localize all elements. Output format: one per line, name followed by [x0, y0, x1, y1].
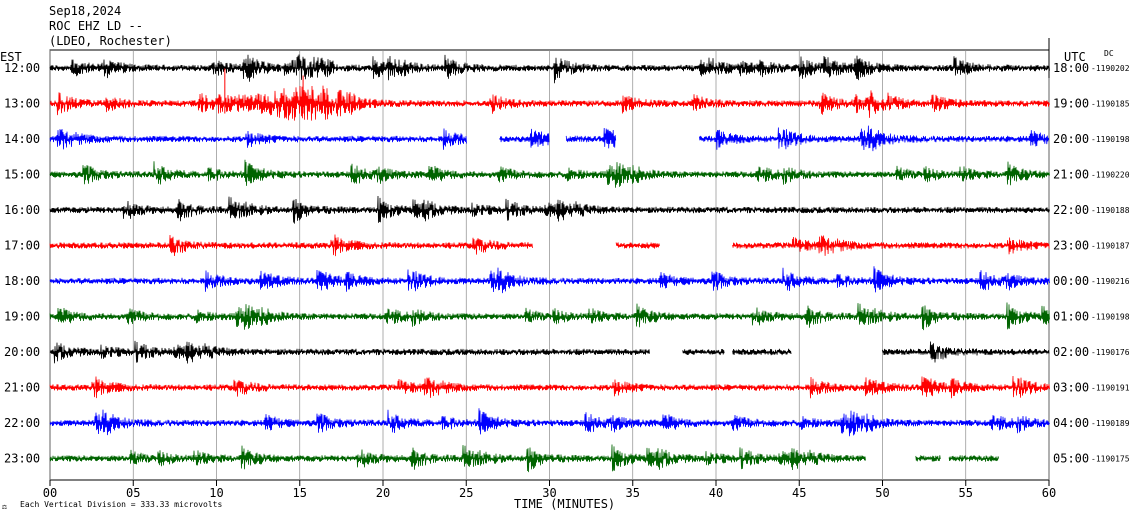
x-tick-label: 60	[1042, 486, 1056, 500]
trace-segment	[732, 348, 792, 356]
trace-segment	[565, 127, 617, 149]
station-label: ROC EHZ LD --	[49, 19, 143, 33]
x-tick-label: 20	[376, 486, 390, 500]
x-tick-label: 00	[43, 486, 57, 500]
x-tick-label: 35	[626, 486, 640, 500]
dc-label: DC	[1104, 49, 1114, 58]
trace-segment	[915, 455, 941, 462]
est-hour-label: 13:00	[4, 97, 40, 111]
trace-segment	[732, 235, 1050, 256]
trace-segment	[948, 455, 999, 462]
trace-segment	[49, 195, 1050, 224]
est-hour-label: 12:00	[4, 61, 40, 75]
trace-segment	[49, 266, 1050, 294]
x-axis-label: TIME (MINUTES)	[514, 497, 615, 511]
trace-segment	[882, 341, 1050, 363]
trace-segment	[49, 54, 1050, 84]
est-hour-label: 16:00	[4, 203, 40, 217]
x-tick-label: 05	[126, 486, 140, 500]
utc-hour-label: 04:00	[1053, 416, 1089, 430]
dc-offset-label: -1190216	[1091, 277, 1130, 286]
est-hour-label: 17:00	[4, 239, 40, 253]
utc-hour-label: 05:00	[1053, 452, 1089, 466]
x-tick-label: 30	[542, 486, 556, 500]
trace-segment	[49, 375, 1050, 399]
utc-hour-label: 21:00	[1053, 168, 1089, 182]
utc-hour-label: 19:00	[1053, 97, 1089, 111]
est-hour-label: 22:00	[4, 416, 40, 430]
dc-offset-label: -1190202	[1091, 64, 1130, 73]
x-tick-label: 25	[459, 486, 473, 500]
trace-segment	[49, 302, 1050, 331]
x-tick-label: 10	[209, 486, 223, 500]
x-tick-label: 40	[709, 486, 723, 500]
est-hour-label: 15:00	[4, 168, 40, 182]
trace-segment	[49, 340, 650, 364]
trace-segment	[49, 444, 866, 473]
utc-hour-label: 02:00	[1053, 345, 1089, 359]
dc-offset-label: -1190189	[1091, 419, 1130, 428]
date-label: Sep18,2024	[49, 4, 121, 18]
utc-hour-label: 03:00	[1053, 381, 1089, 395]
trace-segment	[499, 128, 550, 148]
trace-segment	[699, 125, 1050, 152]
trace-segment	[682, 348, 725, 356]
est-hour-label: 20:00	[4, 345, 40, 359]
x-axis-ticks: 00 05 10 15 20 25 30 35 40 45 50 55 60	[43, 480, 1056, 500]
est-hour-label: 21:00	[4, 381, 40, 395]
dc-offset-label: -1190198	[1091, 135, 1130, 144]
x-tick-label: 55	[959, 486, 973, 500]
scale-note: Each Vertical Division = 333.33 microvol…	[20, 500, 222, 509]
est-hour-labels: 12:00 13:00 14:00 15:00 16:00 17:00 18:00 19:00…	[4, 61, 40, 466]
est-hour-label: 19:00	[4, 310, 40, 324]
dc-offset-label: -1190191	[1091, 384, 1130, 393]
trace-segment	[49, 408, 1050, 437]
est-hour-label: 14:00	[4, 132, 40, 146]
trace-segment	[49, 234, 533, 257]
x-tick-label: 15	[293, 486, 307, 500]
trace-segment	[49, 85, 1050, 121]
utc-hour-label: 20:00	[1053, 132, 1089, 146]
est-hour-label: 18:00	[4, 274, 40, 288]
dc-offset-label: -1190188	[1091, 206, 1130, 215]
utc-hour-label: 01:00	[1053, 310, 1089, 324]
trace-segment	[615, 242, 660, 249]
scale-icon: ⚖	[2, 502, 7, 511]
grid-lines	[49, 50, 1050, 480]
right-timezone-label: UTC	[1064, 50, 1086, 64]
dc-offset-label: -1190187	[1091, 242, 1130, 251]
x-tick-label: 45	[792, 486, 806, 500]
x-tick-label: 50	[875, 486, 889, 500]
utc-hour-label: 22:00	[1053, 203, 1089, 217]
trace-segment	[49, 128, 467, 150]
seismic-traces	[49, 38, 1050, 473]
utc-hour-label: 00:00	[1053, 274, 1089, 288]
dc-offset-label: -1190176	[1091, 348, 1130, 357]
dc-offset-label: -1190198	[1091, 313, 1130, 322]
est-hour-label: 23:00	[4, 452, 40, 466]
utc-hour-label: 18:00	[1053, 61, 1089, 75]
utc-hour-label: 23:00	[1053, 239, 1089, 253]
dc-offset-label: -1190185	[1091, 100, 1130, 109]
left-timezone-label: EST	[0, 50, 22, 64]
dc-offset-label: -1190220	[1091, 171, 1130, 180]
trace-segment	[49, 159, 1050, 188]
dc-offset-label: -1190175	[1091, 455, 1130, 464]
network-label: (LDEO, Rochester)	[49, 34, 172, 48]
